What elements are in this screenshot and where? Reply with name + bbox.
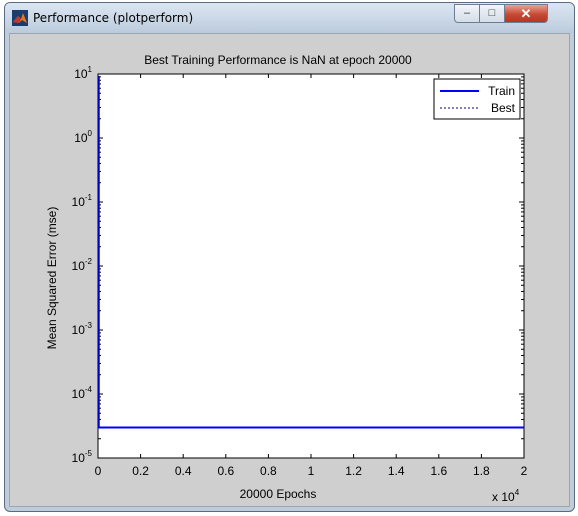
x-tick-label: 1 bbox=[308, 464, 315, 478]
figure-area: Best Training Performance is NaN at epoc… bbox=[9, 33, 570, 507]
y-tick-label: 10-4 bbox=[72, 385, 93, 401]
x-tick-label: 0.2 bbox=[132, 464, 149, 478]
chart-title: Best Training Performance is NaN at epoc… bbox=[144, 53, 412, 67]
window-title: Performance (plotperform) bbox=[33, 11, 194, 25]
x-tick-label: 2 bbox=[521, 464, 528, 478]
x-tick-label: 1.4 bbox=[388, 464, 405, 478]
maximize-button[interactable]: □ bbox=[479, 4, 505, 23]
performance-chart: Best Training Performance is NaN at epoc… bbox=[10, 34, 569, 506]
legend-box bbox=[433, 78, 521, 120]
x-multiplier-label: x 104 bbox=[492, 488, 520, 504]
y-tick-label: 10-1 bbox=[72, 193, 93, 209]
plot-area bbox=[97, 73, 525, 459]
x-tick-label: 0 bbox=[95, 464, 102, 478]
minimize-button[interactable]: – bbox=[454, 4, 480, 23]
x-tick-label: 1.8 bbox=[473, 464, 490, 478]
x-tick-label: 1.2 bbox=[345, 464, 362, 478]
x-tick-label: 0.4 bbox=[175, 464, 192, 478]
figure-window: Performance (plotperform) – □ ✕ Best Tra… bbox=[4, 2, 575, 512]
legend-label-train: Train bbox=[488, 84, 515, 98]
y-tick-label: 10-5 bbox=[72, 449, 93, 465]
matlab-logo-icon bbox=[12, 10, 28, 26]
y-tick-label: 10-3 bbox=[72, 321, 93, 337]
x-tick-label: 0.8 bbox=[260, 464, 277, 478]
y-axis-label: Mean Squared Error (mse) bbox=[45, 207, 59, 350]
close-button[interactable]: ✕ bbox=[504, 4, 548, 23]
y-tick-label: 100 bbox=[74, 129, 92, 145]
legend-label-best: Best bbox=[491, 101, 516, 115]
x-axis-label: 20000 Epochs bbox=[240, 487, 317, 501]
y-tick-label: 10-2 bbox=[72, 257, 93, 273]
y-tick-label: 101 bbox=[74, 65, 92, 81]
x-tick-label: 1.6 bbox=[430, 464, 447, 478]
title-bar[interactable]: Performance (plotperform) – □ ✕ bbox=[5, 3, 574, 33]
x-tick-label: 0.6 bbox=[217, 464, 234, 478]
